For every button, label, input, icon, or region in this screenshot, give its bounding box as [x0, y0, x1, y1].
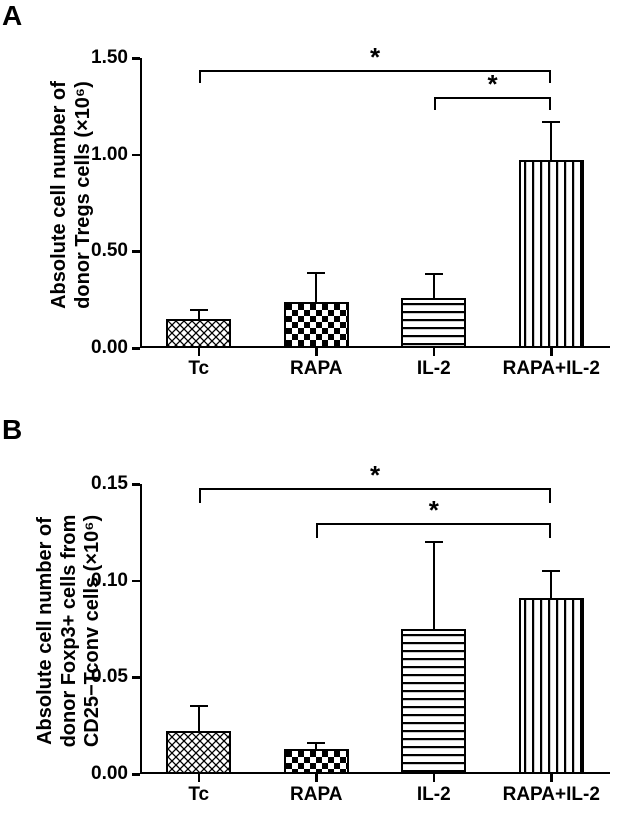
sig-bracket [549, 70, 551, 84]
y-axis-label-B: Absolute cell number of donor Foxp3+ cel… [34, 466, 105, 796]
sig-bracket [549, 97, 551, 111]
y-tick-label: 0.00 [70, 337, 128, 359]
y-tick-label: 0.50 [70, 240, 128, 262]
x-tick [550, 774, 553, 782]
sig-bracket [434, 97, 436, 111]
error-bar [433, 542, 435, 629]
sig-bracket [199, 488, 201, 503]
y-tick-label: 1.50 [70, 47, 128, 69]
x-tick [198, 348, 201, 356]
y-tick-label: 1.00 [70, 144, 128, 166]
x-tick-label: RAPA+IL-2 [491, 358, 611, 380]
x-tick [198, 774, 201, 782]
y-tick [132, 250, 140, 253]
sig-star: * [363, 42, 387, 73]
y-tick [132, 347, 140, 350]
y-tick-label: 0.10 [70, 570, 128, 592]
sig-bracket [549, 523, 551, 538]
error-bar [198, 706, 200, 731]
x-tick-label: RAPA [256, 358, 376, 380]
x-tick [315, 774, 318, 782]
sig-star: * [481, 69, 505, 100]
error-cap [425, 273, 443, 275]
bar-RAPA [284, 302, 349, 348]
x-tick-label: RAPA [256, 784, 376, 806]
y-tick [132, 483, 140, 486]
y-tick-label: 0.05 [70, 666, 128, 688]
error-bar [550, 571, 552, 598]
bar-Tc [166, 731, 231, 774]
bar-RAPA+IL-2 [519, 598, 584, 774]
x-tick-label: IL-2 [374, 358, 494, 380]
error-bar [198, 310, 200, 319]
x-tick-label: RAPA+IL-2 [491, 784, 611, 806]
x-tick-label: Tc [139, 358, 259, 380]
error-cap [307, 272, 325, 274]
bar-IL-2 [401, 298, 466, 348]
sig-bracket [316, 523, 318, 538]
x-tick-label: IL-2 [374, 784, 494, 806]
y-tick [132, 676, 140, 679]
error-cap [542, 121, 560, 123]
y-axis-label-A: Absolute cell number of donor Tregs cell… [48, 30, 95, 360]
panel-label-B: B [2, 414, 22, 446]
error-cap [190, 705, 208, 707]
error-cap [307, 742, 325, 744]
error-cap [190, 309, 208, 311]
sig-star: * [422, 495, 446, 526]
bar-IL-2 [401, 629, 466, 774]
error-cap [542, 570, 560, 572]
y-tick [132, 154, 140, 157]
sig-bracket [199, 70, 201, 84]
y-tick [132, 773, 140, 776]
bar-RAPA [284, 749, 349, 774]
error-bar [433, 274, 435, 298]
y-tick-label: 0.15 [70, 473, 128, 495]
x-tick [433, 774, 436, 782]
x-tick [550, 348, 553, 356]
bar-RAPA+IL-2 [519, 160, 584, 348]
sig-star: * [363, 460, 387, 491]
error-bar [315, 273, 317, 302]
x-tick [433, 348, 436, 356]
error-cap [425, 541, 443, 543]
x-tick [315, 348, 318, 356]
y-tick-label: 0.00 [70, 763, 128, 785]
error-bar [550, 122, 552, 161]
panel-label-A: A [2, 0, 22, 32]
y-tick [132, 57, 140, 60]
x-tick-label: Tc [139, 784, 259, 806]
y-tick [132, 580, 140, 583]
bar-Tc [166, 319, 231, 348]
sig-bracket [549, 488, 551, 503]
